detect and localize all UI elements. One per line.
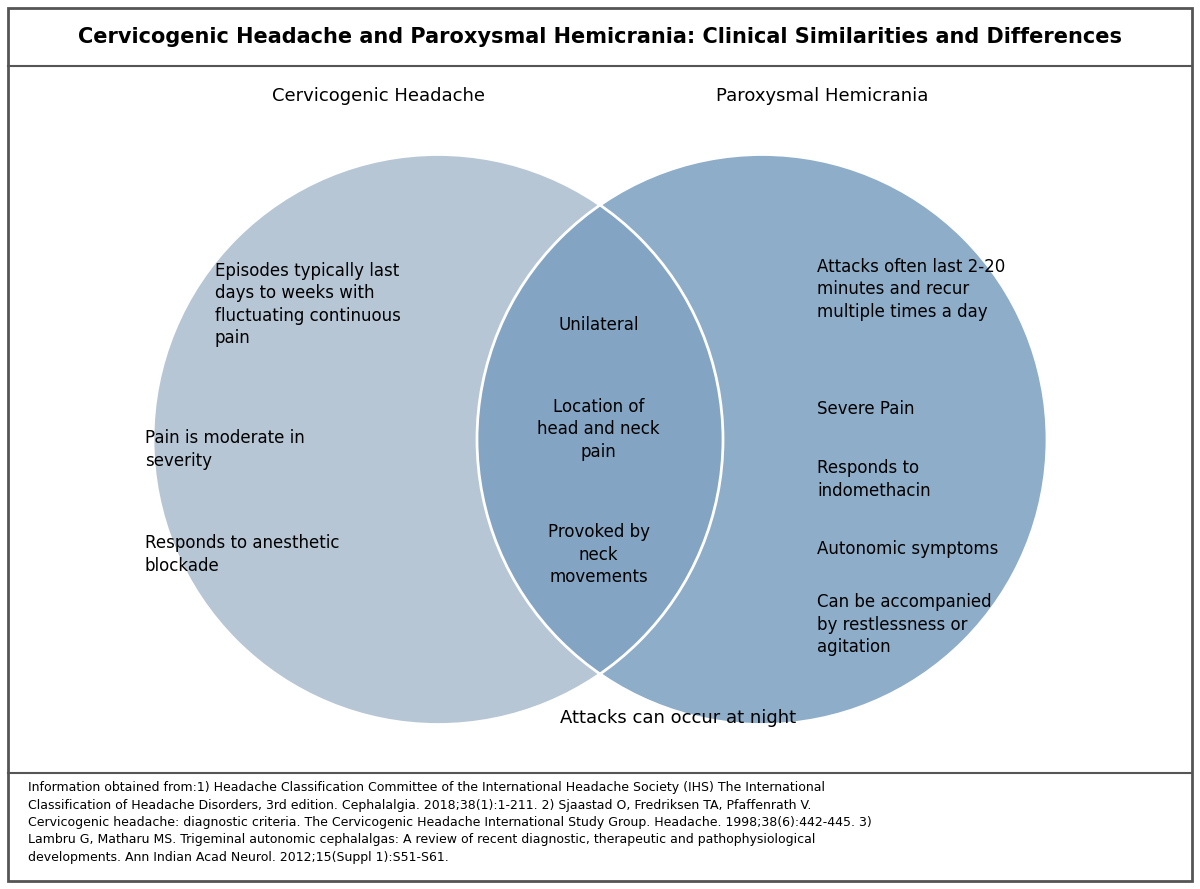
Text: Autonomic symptoms: Autonomic symptoms [817, 541, 998, 558]
Text: Information obtained from:1) Headache Classification Committee of the Internatio: Information obtained from:1) Headache Cl… [28, 781, 871, 864]
Circle shape [154, 155, 722, 725]
Text: Provoked by
neck
movements: Provoked by neck movements [547, 524, 650, 586]
Text: Attacks often last 2-20
minutes and recur
multiple times a day: Attacks often last 2-20 minutes and recu… [817, 259, 1006, 321]
Text: Unilateral: Unilateral [558, 316, 640, 333]
Text: Responds to
indomethacin: Responds to indomethacin [817, 460, 931, 500]
Circle shape [478, 155, 1046, 725]
Text: Responds to anesthetic
blockade: Responds to anesthetic blockade [145, 534, 340, 574]
Text: Severe Pain: Severe Pain [817, 401, 914, 419]
Text: Can be accompanied
by restlessness or
agitation: Can be accompanied by restlessness or ag… [817, 593, 991, 656]
Text: Location of
head and neck
pain: Location of head and neck pain [538, 398, 660, 461]
Text: Cervicogenic Headache and Paroxysmal Hemicrania: Clinical Similarities and Diffe: Cervicogenic Headache and Paroxysmal Hem… [78, 27, 1122, 47]
Text: Pain is moderate in
severity: Pain is moderate in severity [145, 429, 305, 469]
Text: Episodes typically last
days to weeks with
fluctuating continuous
pain: Episodes typically last days to weeks wi… [215, 262, 401, 347]
Text: Paroxysmal Hemicrania: Paroxysmal Hemicrania [716, 87, 928, 105]
Text: Cervicogenic Headache: Cervicogenic Headache [271, 87, 485, 105]
Text: Attacks can occur at night: Attacks can occur at night [560, 709, 796, 727]
